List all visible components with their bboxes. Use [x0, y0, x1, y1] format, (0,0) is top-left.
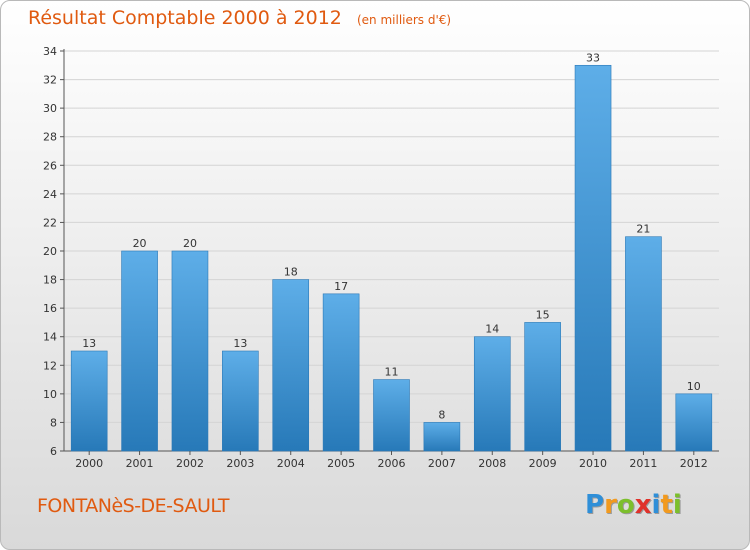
value-label-2008: 14 — [485, 323, 499, 336]
x-tick-label-2000: 2000 — [75, 457, 103, 470]
value-label-2002: 20 — [183, 237, 197, 250]
x-tick-label-2010: 2010 — [579, 457, 607, 470]
value-label-2010: 33 — [586, 51, 600, 64]
y-tick-label: 22 — [43, 216, 57, 229]
value-label-2012: 10 — [687, 380, 701, 393]
y-tick-label: 32 — [43, 74, 57, 87]
x-tick-label-2006: 2006 — [378, 457, 406, 470]
value-labels: 13 20 20 13 18 17 11 8 14 15 33 21 10 — [82, 51, 701, 421]
chart-title: Résultat Comptable 2000 à 2012 — [28, 7, 342, 29]
x-tick-label-2002: 2002 — [176, 457, 204, 470]
y-tick-label: 24 — [43, 188, 57, 201]
logo-letter: o — [616, 490, 635, 520]
proxiti-logo[interactable]: Proxiti — [585, 490, 682, 520]
x-tick-label-2005: 2005 — [327, 457, 355, 470]
bar-2010 — [574, 64, 612, 452]
bar-2004 — [272, 279, 310, 452]
value-label-2000: 13 — [82, 337, 96, 350]
bar-2006 — [373, 379, 410, 452]
x-tick-label-2008: 2008 — [478, 457, 506, 470]
logo-letter: r — [604, 490, 617, 520]
y-tick-label: 10 — [43, 388, 57, 401]
chart-header: Résultat Comptable 2000 à 2012 (en milli… — [28, 7, 451, 29]
bar-2008 — [473, 336, 511, 452]
bar-2005 — [322, 293, 360, 452]
chart-subtitle: (en milliers d'€) — [356, 13, 452, 27]
bar-2003 — [222, 350, 259, 452]
logo-letter: i — [651, 490, 661, 520]
bar-2000 — [70, 350, 108, 452]
value-label-2003: 13 — [233, 337, 247, 350]
value-label-2004: 18 — [284, 266, 298, 279]
value-label-2009: 15 — [536, 308, 550, 321]
x-tick-label-2012: 2012 — [680, 457, 708, 470]
y-tick-label: 14 — [43, 331, 57, 344]
bar-2002 — [171, 250, 209, 452]
y-tick-label: 30 — [43, 102, 57, 115]
y-tick-label: 8 — [50, 416, 57, 429]
bar-2011 — [625, 236, 662, 452]
y-tick-label: 20 — [43, 245, 57, 258]
value-label-2011: 21 — [636, 223, 650, 236]
logo-letter: x — [634, 490, 652, 520]
bar-2001 — [121, 250, 158, 452]
y-tick-label: 26 — [43, 159, 57, 172]
x-tick-label-2007: 2007 — [428, 457, 456, 470]
x-tick-label-2009: 2009 — [529, 457, 557, 470]
y-tick-label: 12 — [43, 359, 57, 372]
commune-name: FONTANèS-DE-SAULT — [37, 495, 229, 517]
value-label-2005: 17 — [334, 280, 348, 293]
y-tick-label: 34 — [43, 45, 57, 58]
bars — [70, 64, 713, 452]
x-tick-label-2004: 2004 — [277, 457, 305, 470]
logo-letter: t — [660, 490, 673, 520]
y-tick-label: 28 — [43, 131, 57, 144]
value-label-2007: 8 — [438, 408, 445, 421]
logo-letter: i — [672, 490, 682, 520]
bar-2007 — [423, 422, 461, 452]
x-tick-label-2011: 2011 — [629, 457, 657, 470]
value-label-2001: 20 — [133, 237, 147, 250]
value-label-2006: 11 — [385, 366, 399, 379]
x-axis-ticks: 2000 2001 2002 2003 2004 2005 2006 2007 2008 2009… — [75, 451, 708, 470]
bar-2012 — [675, 393, 713, 452]
x-tick-label-2003: 2003 — [226, 457, 254, 470]
logo-letter: P — [585, 490, 605, 520]
y-tick-label: 16 — [43, 302, 57, 315]
y-axis-ticks: 6 8 10 12 14 16 18 20 22 24 26 28 30 32 34 — [43, 45, 64, 458]
y-tick-label: 6 — [50, 445, 57, 458]
x-tick-label-2001: 2001 — [126, 457, 154, 470]
bar-2009 — [524, 322, 561, 452]
y-tick-label: 18 — [43, 274, 57, 287]
